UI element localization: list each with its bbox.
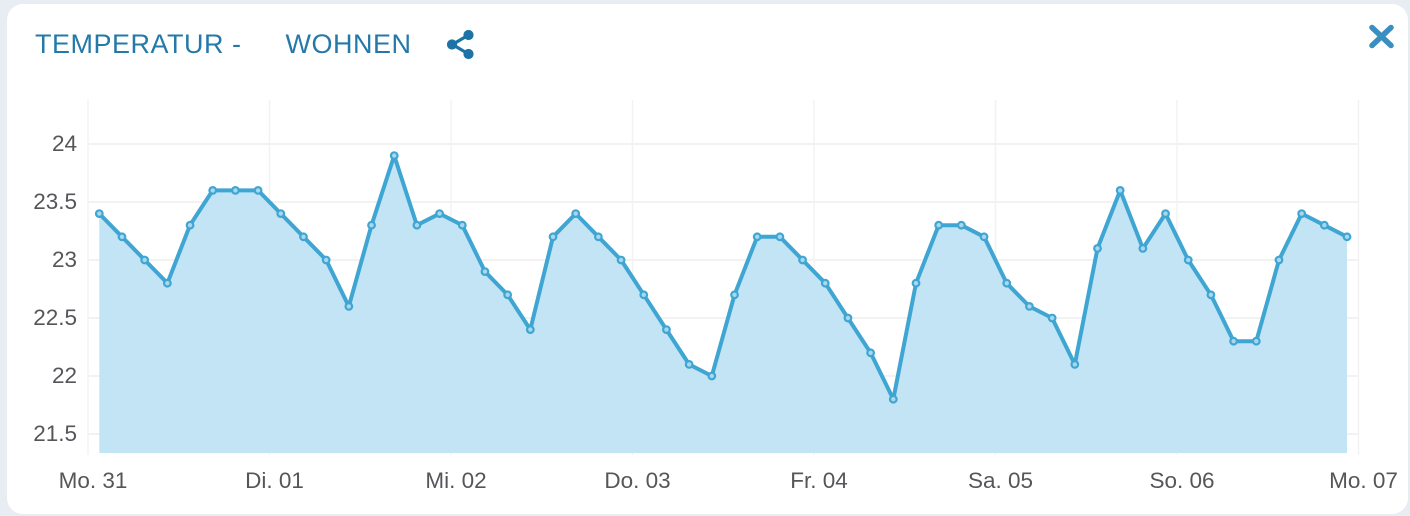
data-point-marker[interactable] bbox=[1229, 336, 1238, 346]
x-axis-tick-label: Mo. 07 bbox=[1329, 468, 1398, 493]
y-axis-tick-label: 22.5 bbox=[33, 305, 77, 330]
data-point-marker[interactable] bbox=[117, 232, 127, 242]
x-axis-tick-label: Mi. 02 bbox=[425, 468, 486, 493]
data-point-marker[interactable] bbox=[843, 313, 853, 323]
share-icon bbox=[446, 29, 474, 60]
y-axis-tick-label: 24 bbox=[52, 131, 77, 156]
data-point-marker[interactable] bbox=[208, 185, 218, 195]
data-point-marker[interactable] bbox=[321, 255, 331, 265]
data-point-marker[interactable] bbox=[1025, 302, 1034, 311]
data-point-marker[interactable] bbox=[525, 325, 535, 335]
data-point-marker[interactable] bbox=[956, 220, 966, 230]
data-point-marker[interactable] bbox=[503, 290, 513, 300]
data-point-marker[interactable] bbox=[480, 267, 490, 277]
data-point-marker[interactable] bbox=[276, 209, 286, 219]
data-point-marker[interactable] bbox=[253, 185, 263, 195]
data-point-marker[interactable] bbox=[1251, 336, 1261, 346]
data-point-marker[interactable] bbox=[979, 232, 989, 242]
data-point-marker[interactable] bbox=[571, 209, 581, 219]
data-point-marker[interactable] bbox=[866, 348, 876, 358]
x-axis-tick-label: Fr. 04 bbox=[790, 468, 848, 493]
x-axis-tick-label: Sa. 05 bbox=[968, 468, 1033, 493]
chart-title: TEMPERATUR - WOHNEN bbox=[35, 29, 412, 60]
data-point-marker[interactable] bbox=[775, 232, 785, 242]
data-point-marker[interactable] bbox=[911, 278, 921, 288]
data-point-marker[interactable] bbox=[1115, 185, 1125, 195]
data-point-marker[interactable] bbox=[367, 220, 376, 230]
data-point-marker[interactable] bbox=[616, 255, 626, 265]
data-point-marker[interactable] bbox=[140, 255, 150, 265]
data-point-marker[interactable] bbox=[1274, 255, 1284, 265]
data-point-marker[interactable] bbox=[820, 278, 830, 288]
data-point-marker[interactable] bbox=[1183, 255, 1193, 265]
data-point-marker[interactable] bbox=[888, 394, 898, 404]
data-point-marker[interactable] bbox=[412, 220, 422, 230]
data-point-marker[interactable] bbox=[684, 360, 694, 369]
data-point-marker[interactable] bbox=[185, 220, 195, 230]
data-point-marker[interactable] bbox=[435, 209, 444, 219]
data-point-marker[interactable] bbox=[231, 185, 240, 195]
x-axis-tick-label: Do. 03 bbox=[604, 468, 670, 493]
x-axis-tick-label: Di. 01 bbox=[245, 468, 304, 493]
temperature-line bbox=[97, 153, 1349, 402]
data-point-marker[interactable] bbox=[457, 220, 467, 230]
data-point-marker[interactable] bbox=[730, 290, 739, 300]
data-point-marker[interactable] bbox=[1319, 220, 1329, 230]
data-point-marker[interactable] bbox=[639, 290, 649, 300]
data-point-marker[interactable] bbox=[1138, 243, 1148, 253]
y-axis-tick-label: 21.5 bbox=[33, 421, 77, 446]
y-axis-tick-label: 23.5 bbox=[33, 189, 77, 214]
data-point-marker[interactable] bbox=[707, 371, 717, 381]
x-axis-tick-label: So. 06 bbox=[1149, 468, 1214, 493]
x-axis-tick-label: Mo. 31 bbox=[59, 468, 128, 493]
close-button[interactable] bbox=[1368, 23, 1395, 53]
chart-area: 24 23.5 23 22.5 22 21.5 Mo. 31 Di. 01 Mi. 02 Do. … bbox=[7, 4, 1408, 514]
data-point-marker[interactable] bbox=[798, 255, 807, 265]
data-point-marker[interactable] bbox=[299, 232, 308, 242]
data-point-marker[interactable] bbox=[162, 278, 172, 288]
chart-card: TEMPERATUR - WOHNEN 24 23.5 23 22.5 22 21.5 M bbox=[7, 4, 1408, 514]
card-header: TEMPERATUR - WOHNEN bbox=[35, 28, 476, 61]
data-point-marker[interactable] bbox=[94, 209, 104, 219]
data-point-marker[interactable] bbox=[1093, 243, 1102, 253]
close-icon bbox=[1369, 24, 1394, 49]
data-point-marker[interactable] bbox=[1206, 290, 1216, 300]
data-point-marker[interactable] bbox=[752, 232, 762, 242]
data-point-marker[interactable] bbox=[344, 302, 354, 311]
data-point-marker[interactable] bbox=[593, 232, 603, 242]
data-point-marker[interactable] bbox=[1002, 278, 1012, 288]
y-axis-tick-label: 22 bbox=[52, 363, 77, 388]
data-point-marker[interactable] bbox=[662, 325, 671, 335]
chart-canvas[interactable]: 24 23.5 23 22.5 22 21.5 Mo. 31 Di. 01 Mi. 02 Do. … bbox=[7, 4, 1408, 514]
data-point-marker[interactable] bbox=[1161, 209, 1170, 219]
temperature-area-fill bbox=[99, 155, 1347, 453]
data-point-marker[interactable] bbox=[1342, 232, 1352, 242]
chart-title-metric: TEMPERATUR - bbox=[35, 29, 242, 59]
chart-title-room: WOHNEN bbox=[285, 29, 412, 59]
y-axis-tick-label: 23 bbox=[52, 247, 77, 272]
data-point-marker[interactable] bbox=[1047, 313, 1057, 323]
share-button[interactable] bbox=[445, 28, 476, 61]
data-point-marker[interactable] bbox=[389, 151, 399, 161]
data-point-marker[interactable] bbox=[1297, 209, 1307, 219]
data-point-marker[interactable] bbox=[1070, 360, 1080, 369]
data-point-marker[interactable] bbox=[548, 232, 558, 242]
data-point-marker[interactable] bbox=[934, 220, 944, 230]
